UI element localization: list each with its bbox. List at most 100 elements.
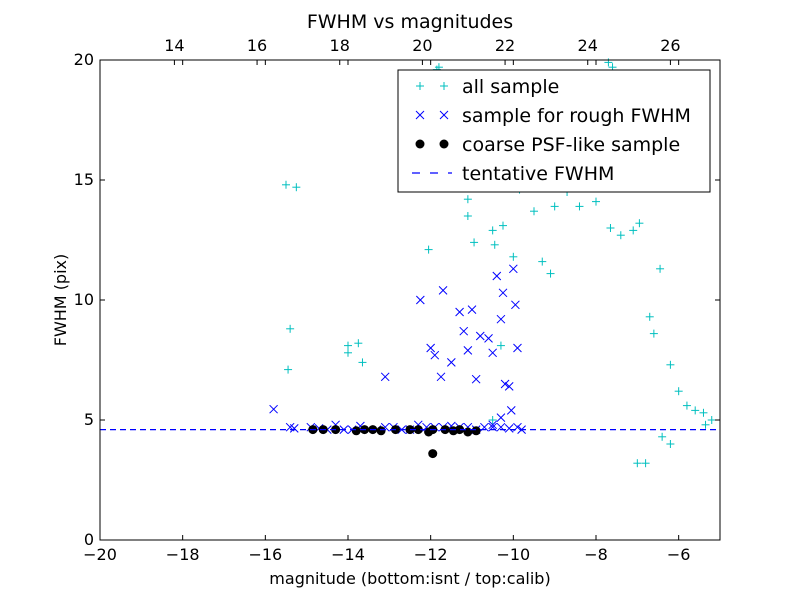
legend-marker-2-a: [415, 139, 425, 149]
data-point-s0-20: [530, 207, 538, 216]
data-point-s1-50: [508, 264, 518, 274]
data-point-s0-2: [286, 324, 295, 333]
data-point-s2-15: [463, 427, 473, 437]
data-point-s0-0: [282, 180, 290, 189]
data-point-s1-39: [463, 346, 473, 355]
data-point-s1-2: [289, 424, 299, 433]
legend-marker-1-b: [439, 110, 449, 120]
data-point-s0-11: [463, 195, 472, 204]
data-point-s0-40: [701, 420, 710, 429]
data-point-s1-47: [498, 288, 508, 298]
data-point-s1-33: [430, 350, 440, 360]
x-tick-label-4: −12: [414, 545, 448, 564]
data-point-s1-0: [269, 404, 278, 414]
legend-entry-2: coarse PSF-like sample: [415, 134, 680, 156]
data-point-s0-29: [635, 219, 644, 228]
data-point-s1-53: [506, 406, 516, 415]
data-point-s2-17: [428, 449, 438, 459]
data-point-s0-1: [292, 183, 301, 192]
data-point-s0-28: [629, 226, 638, 235]
y-tick-label-3: 15: [74, 170, 94, 189]
data-point-s1-45: [492, 271, 502, 281]
legend-marker-2-b: [439, 139, 449, 149]
data-point-s0-43: [633, 459, 642, 468]
data-point-s0-46: [488, 416, 497, 424]
x-tick-label-6: −8: [584, 545, 608, 564]
x-tick-label-3: −14: [331, 545, 365, 564]
data-point-s0-44: [658, 432, 667, 441]
data-point-s0-47: [496, 341, 505, 350]
y-axis-label: FWHM (pix): [51, 254, 70, 347]
data-point-s0-42: [641, 459, 650, 468]
data-point-s1-55: [488, 420, 498, 430]
data-point-s1-30: [380, 372, 390, 382]
data-point-s1-52: [513, 343, 522, 353]
data-point-s0-6: [354, 339, 363, 348]
x-tick-top-label-2: 18: [330, 36, 350, 55]
data-point-s0-13: [470, 238, 479, 247]
data-point-s0-15: [490, 240, 499, 249]
x-tick-label-1: −18: [166, 545, 200, 564]
data-point-s1-36: [446, 358, 456, 367]
data-point-s0-38: [691, 406, 700, 415]
legend: all sample sample for rough FWHM coarse PS…: [397, 69, 711, 193]
data-point-s1-54: [496, 413, 506, 422]
legend-marker-1-a: [415, 110, 425, 120]
data-point-s1-34: [436, 372, 446, 382]
data-point-s0-17: [509, 252, 518, 261]
y-tick-label-1: 5: [84, 410, 94, 429]
data-point-s0-35: [666, 360, 675, 369]
data-point-s0-36: [674, 387, 683, 396]
legend-entry-0: all sample: [416, 76, 559, 98]
data-point-s1-37: [455, 307, 464, 317]
data-point-s0-3: [284, 365, 293, 374]
x-tick-label-5: −10: [496, 545, 530, 564]
data-point-s1-38: [459, 326, 469, 336]
legend-label-3: tentative FWHM: [462, 163, 614, 185]
x-tick-top-label-0: 14: [164, 36, 184, 55]
data-point-s2-6: [376, 426, 386, 436]
data-point-s0-37: [682, 401, 691, 410]
x-tick-top-label-3: 20: [412, 36, 432, 55]
data-point-s0-16: [499, 221, 507, 230]
legend-entry-1: sample for rough FWHM: [415, 105, 691, 127]
data-point-s1-51: [511, 300, 520, 310]
data-point-s1-48: [500, 379, 510, 389]
data-point-s2-16: [471, 426, 481, 436]
chart-title: FWHM vs magnitudes: [307, 11, 513, 33]
data-point-s0-33: [645, 312, 654, 321]
y-tick-label-4: 20: [74, 50, 94, 69]
data-point-s0-48: [538, 257, 547, 266]
data-point-s0-14: [488, 226, 497, 235]
legend-box: [397, 69, 711, 193]
data-point-s1-49: [504, 382, 514, 391]
x-tick-top-label-6: 26: [660, 36, 680, 55]
legend-marker-0-b: [440, 82, 448, 90]
data-point-s1-27: [504, 424, 514, 433]
data-point-s0-27: [616, 231, 625, 240]
x-tick-top-label-4: 22: [495, 36, 515, 55]
data-point-s0-7: [358, 358, 367, 367]
data-point-s0-5: [344, 348, 352, 357]
data-point-s0-24: [575, 202, 584, 211]
data-point-s1-42: [475, 331, 485, 341]
data-point-s1-35: [438, 286, 448, 295]
legend-label-0: all sample: [462, 76, 559, 98]
data-point-s2-14: [455, 425, 465, 435]
legend-marker-0-a: [416, 82, 424, 90]
x-tick-label-7: −6: [667, 545, 691, 564]
data-point-s0-22: [550, 202, 559, 211]
data-point-s1-31: [415, 295, 425, 305]
data-point-s1-32: [426, 343, 436, 353]
y-tick-label-2: 10: [74, 290, 94, 309]
data-point-s1-46: [496, 314, 506, 324]
data-point-s1-40: [467, 305, 477, 314]
data-point-s0-49: [546, 269, 555, 278]
data-point-s0-4: [344, 341, 352, 350]
data-point-s1-44: [488, 348, 498, 358]
data-point-s1-41: [471, 374, 481, 384]
x-tick-top-label-5: 24: [578, 36, 598, 55]
x-tick-label-0: −20: [83, 545, 117, 564]
x-tick-top-label-1: 16: [247, 36, 267, 55]
